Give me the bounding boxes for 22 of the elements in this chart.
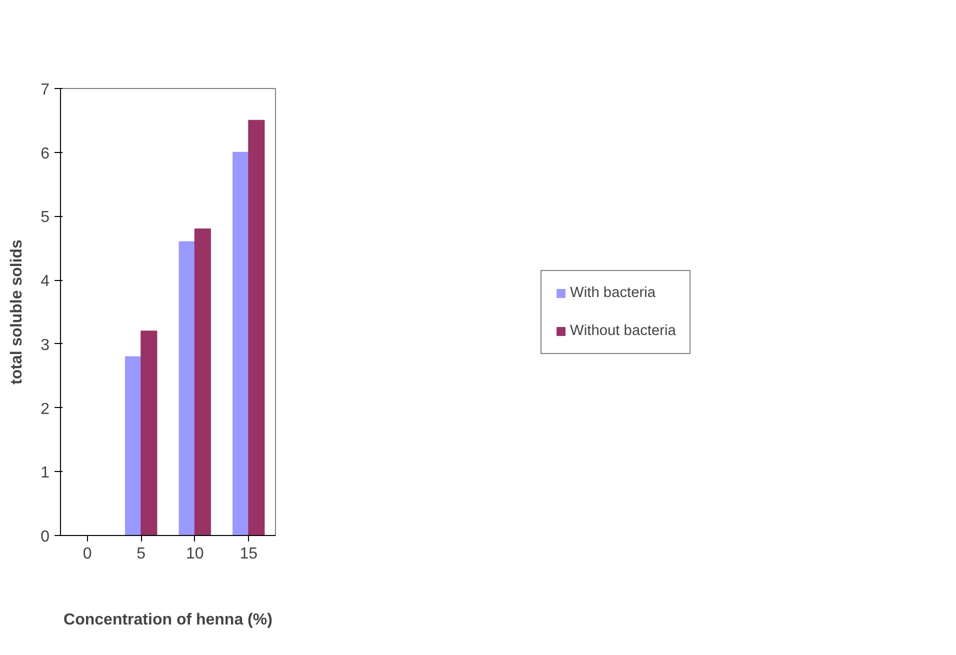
y-tick-label: 4	[40, 273, 50, 290]
y-tick-label: 3	[40, 336, 50, 354]
bar	[232, 152, 250, 536]
y-tick-label: 1	[40, 464, 50, 482]
x-tick-label: 10	[186, 546, 204, 562]
bar	[125, 356, 142, 536]
x-tick-label: 0	[82, 546, 92, 562]
bar	[248, 120, 265, 536]
y-axis-title: total soluble solids	[8, 239, 26, 384]
y-tick-label: 5	[40, 209, 50, 226]
x-tick-label: 15	[240, 546, 258, 562]
x-tick-label: 5	[136, 546, 146, 562]
bar	[178, 241, 196, 536]
y-tick-label: 6	[40, 145, 50, 162]
bar	[194, 228, 211, 536]
y-tick-label: 2	[40, 400, 50, 418]
x-axis-title: Concentration of henna (%)	[64, 612, 272, 628]
bar	[140, 330, 158, 536]
y-tick-label: 0	[40, 528, 50, 546]
legend-label: With bacteria	[570, 284, 656, 300]
legend-label: Without bacteria	[570, 322, 676, 338]
y-tick-label: 7	[40, 82, 50, 98]
